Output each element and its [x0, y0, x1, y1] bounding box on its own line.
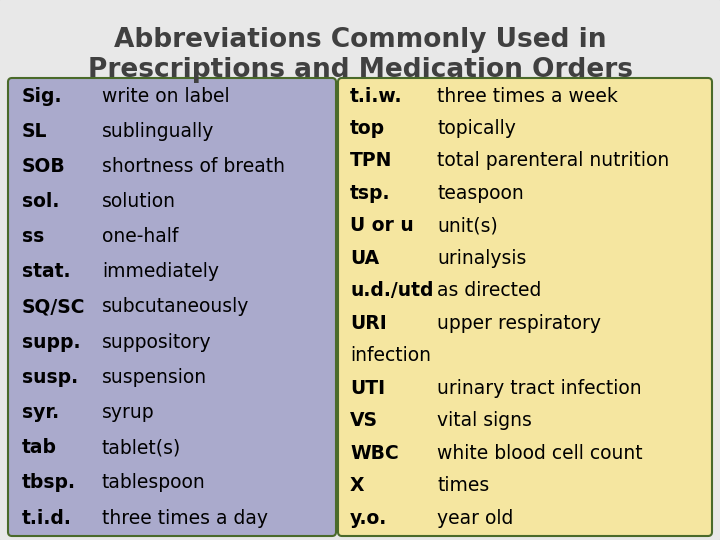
- Text: U or u: U or u: [350, 217, 414, 235]
- Text: SOB: SOB: [22, 157, 66, 176]
- Text: unit(s): unit(s): [437, 217, 498, 235]
- Text: SQ/SC: SQ/SC: [22, 298, 86, 316]
- Text: VS: VS: [350, 411, 378, 430]
- Text: urinary tract infection: urinary tract infection: [437, 379, 642, 397]
- Text: year old: year old: [437, 509, 513, 528]
- Text: supp.: supp.: [22, 333, 81, 352]
- Text: upper respiratory: upper respiratory: [437, 314, 601, 333]
- Text: syr.: syr.: [22, 403, 59, 422]
- Text: u.d./utd: u.d./utd: [350, 281, 433, 300]
- Text: syrup: syrup: [102, 403, 155, 422]
- Text: immediately: immediately: [102, 262, 219, 281]
- Text: X: X: [350, 476, 364, 495]
- Text: sol.: sol.: [22, 192, 59, 211]
- Text: tsp.: tsp.: [350, 184, 390, 203]
- Text: stat.: stat.: [22, 262, 71, 281]
- Text: Sig.: Sig.: [22, 86, 63, 105]
- Text: sublingually: sublingually: [102, 122, 215, 140]
- Text: suppository: suppository: [102, 333, 212, 352]
- Text: susp.: susp.: [22, 368, 78, 387]
- Text: tbsp.: tbsp.: [22, 474, 76, 492]
- Text: WBC: WBC: [350, 443, 399, 463]
- Text: t.i.d.: t.i.d.: [22, 509, 72, 528]
- Text: UA: UA: [350, 249, 379, 268]
- Text: URI: URI: [350, 314, 387, 333]
- Text: one-half: one-half: [102, 227, 179, 246]
- Text: teaspoon: teaspoon: [437, 184, 523, 203]
- Text: TPN: TPN: [350, 151, 392, 171]
- Text: Abbreviations Commonly Used in: Abbreviations Commonly Used in: [114, 27, 606, 53]
- Text: tab: tab: [22, 438, 57, 457]
- Text: suspension: suspension: [102, 368, 207, 387]
- Text: vital signs: vital signs: [437, 411, 532, 430]
- Text: urinalysis: urinalysis: [437, 249, 526, 268]
- FancyBboxPatch shape: [8, 78, 336, 536]
- Text: SL: SL: [22, 122, 48, 140]
- Text: shortness of breath: shortness of breath: [102, 157, 285, 176]
- Text: topically: topically: [437, 119, 516, 138]
- Text: ss: ss: [22, 227, 44, 246]
- FancyBboxPatch shape: [338, 78, 712, 536]
- Text: tablet(s): tablet(s): [102, 438, 181, 457]
- Text: as directed: as directed: [437, 281, 541, 300]
- Text: tablespoon: tablespoon: [102, 474, 206, 492]
- Text: three times a week: three times a week: [437, 86, 618, 105]
- Text: infection: infection: [350, 346, 431, 365]
- Text: times: times: [437, 476, 490, 495]
- Text: white blood cell count: white blood cell count: [437, 443, 643, 463]
- Text: y.o.: y.o.: [350, 509, 387, 528]
- Text: UTI: UTI: [350, 379, 385, 397]
- Text: three times a day: three times a day: [102, 509, 268, 528]
- Text: total parenteral nutrition: total parenteral nutrition: [437, 151, 670, 171]
- Text: solution: solution: [102, 192, 176, 211]
- Text: top: top: [350, 119, 385, 138]
- Text: write on label: write on label: [102, 86, 230, 105]
- Text: Prescriptions and Medication Orders: Prescriptions and Medication Orders: [88, 57, 632, 83]
- Text: subcutaneously: subcutaneously: [102, 298, 249, 316]
- Text: t.i.w.: t.i.w.: [350, 86, 402, 105]
